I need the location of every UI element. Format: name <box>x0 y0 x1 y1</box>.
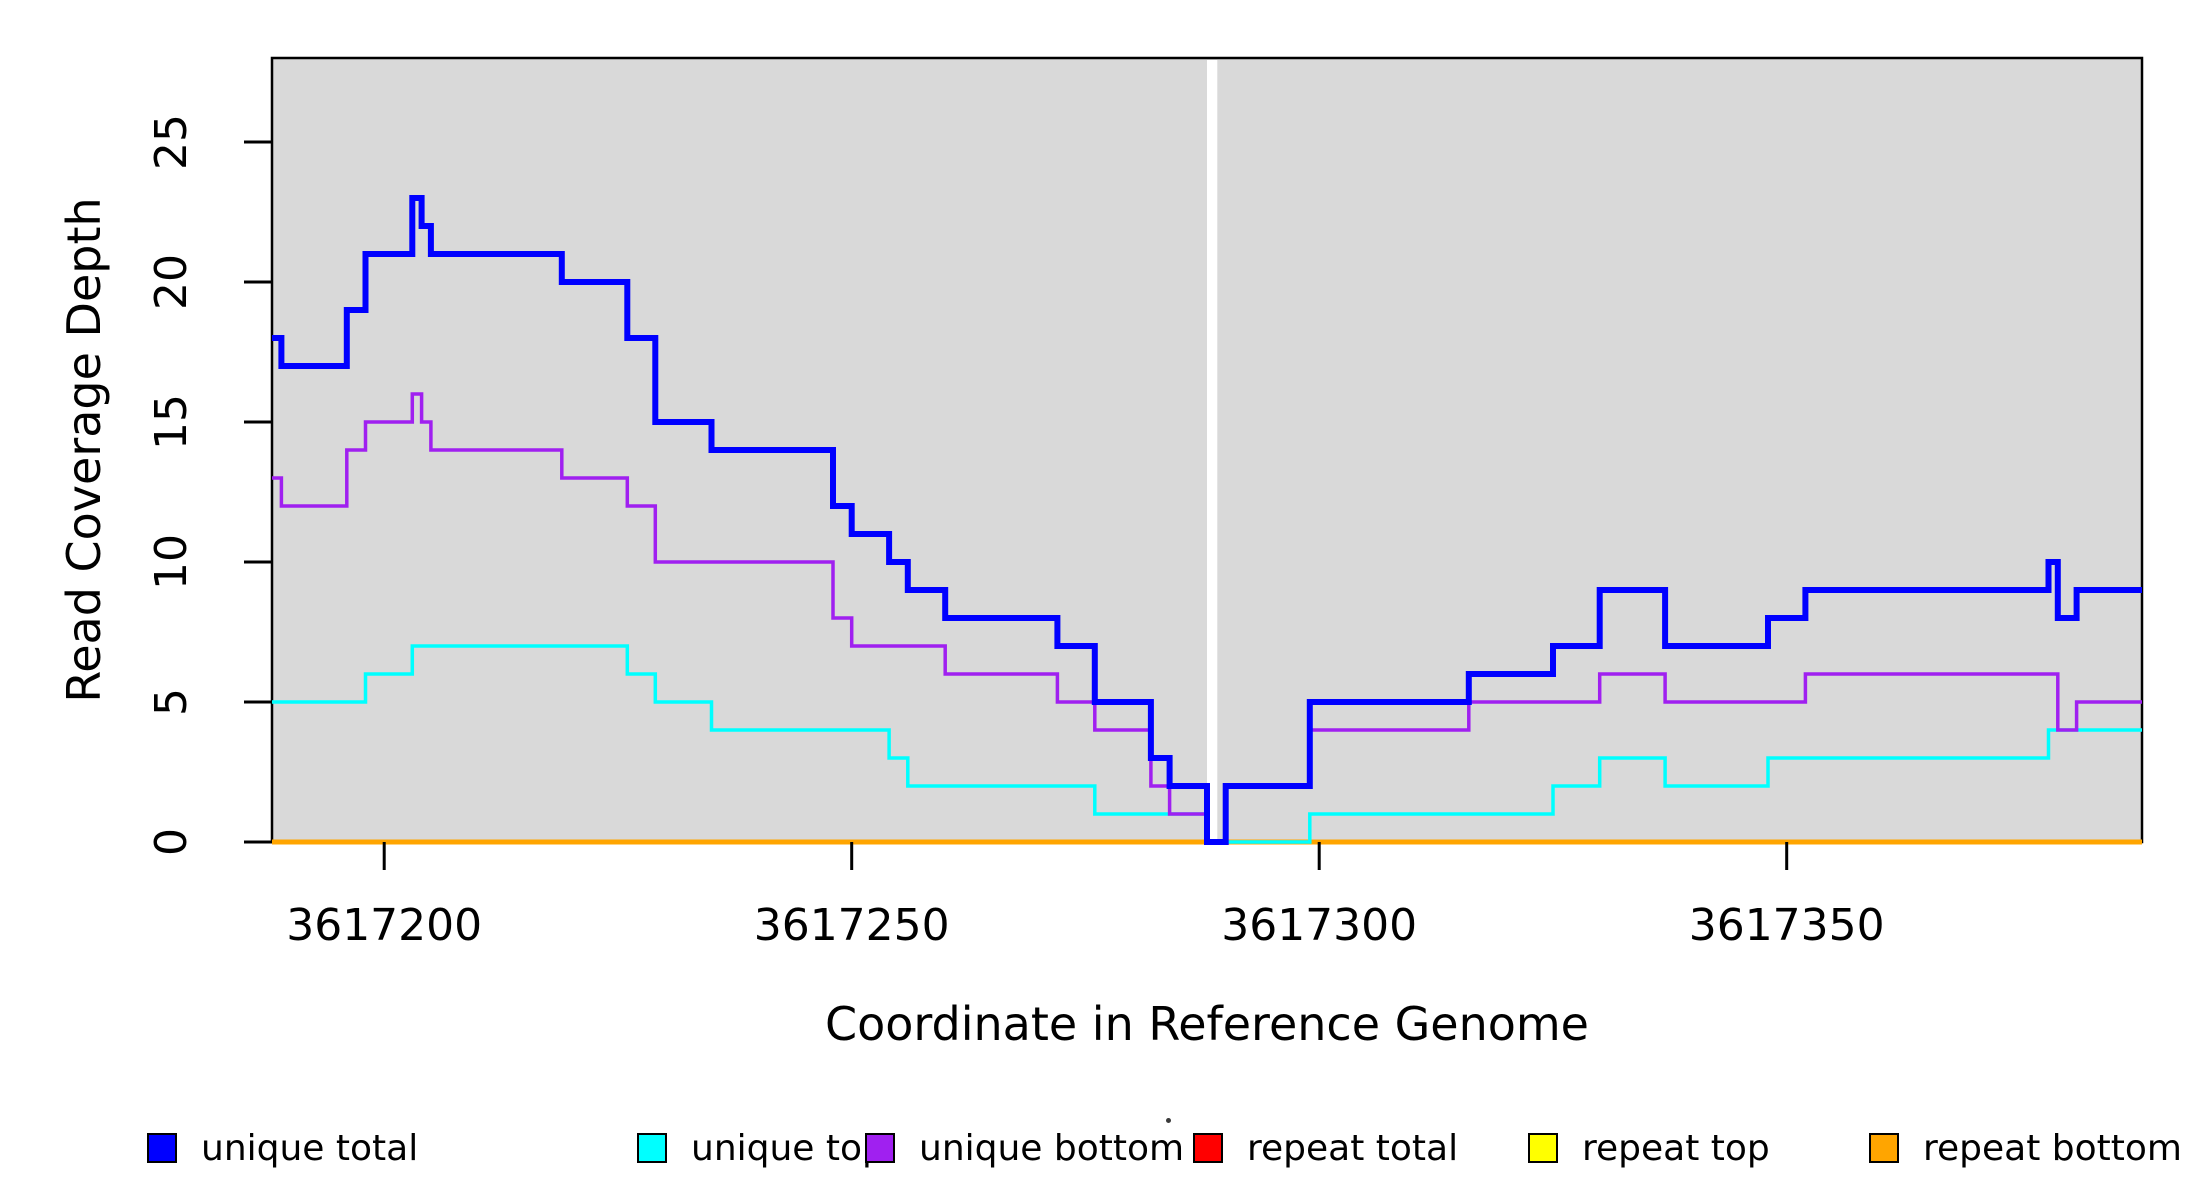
series-line-unique-bottom <box>272 392 2142 844</box>
axes: 3617200 3617250 3617300 3617350 0 5 10 15 20 25 <box>146 114 1885 951</box>
y-tick-label: 5 <box>146 688 197 716</box>
x-axis-title: Coordinate in Reference Genome <box>825 997 1589 1051</box>
plot-area <box>270 56 2144 845</box>
x-tick-label: 3617300 <box>1221 900 1417 951</box>
y-tick-label: 0 <box>146 828 197 856</box>
y-tick-label: 25 <box>146 114 197 170</box>
y-tick-label: 15 <box>146 394 197 450</box>
x-tick-label: 3617200 <box>286 900 482 951</box>
y-tick-label: 10 <box>146 534 197 590</box>
series-line-unique-top <box>272 644 2142 844</box>
x-tick-label: 3617350 <box>1689 900 1885 951</box>
y-axis-title: Read Coverage Depth <box>57 197 111 702</box>
x-tick-label: 3617250 <box>754 900 950 951</box>
y-tick-label: 20 <box>146 254 197 310</box>
no-data-gap-band <box>1207 60 1218 840</box>
series-line-unique-total <box>272 195 2142 845</box>
